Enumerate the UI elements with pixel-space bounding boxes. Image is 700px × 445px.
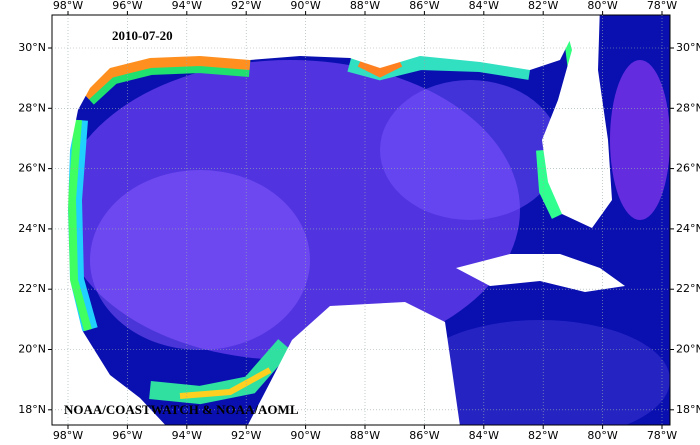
latitude-label-left: 26°N [18, 162, 46, 175]
longitude-label-bottom: 98°W [53, 429, 83, 442]
longitude-label-bottom: 80°W [587, 429, 617, 442]
latitude-label-right: 28°N [676, 101, 700, 114]
latitude-label-left: 28°N [18, 101, 46, 114]
longitude-label-top: 80°W [587, 0, 617, 12]
longitude-label-bottom: 86°W [409, 429, 439, 442]
longitude-label-bottom: 94°W [172, 429, 202, 442]
latitude-label-right: 26°N [676, 162, 700, 175]
credit-label: NOAA/COASTWATCH & NOAA/AOML [64, 402, 299, 417]
latitude-label-right: 22°N [676, 282, 700, 295]
graticule [48, 11, 674, 429]
longitude-label-top: 82°W [528, 0, 558, 12]
longitude-label-top: 88°W [350, 0, 380, 12]
latitude-label-left: 18°N [18, 403, 46, 416]
longitude-label-top: 98°W [53, 0, 83, 12]
longitude-label-top: 94°W [172, 0, 202, 12]
longitude-label-top: 96°W [112, 0, 142, 12]
longitude-label-top: 78°W [647, 0, 677, 12]
satellite-image [52, 15, 670, 425]
longitude-label-top: 92°W [231, 0, 261, 12]
latitude-label-left: 20°N [18, 343, 46, 356]
latitude-label-right: 24°N [676, 222, 700, 235]
latitude-label-right: 18°N [676, 403, 700, 416]
map-frame [51, 14, 671, 426]
date-label: 2010-07-20 [112, 28, 173, 43]
longitude-label-top: 84°W [469, 0, 499, 12]
latitude-label-left: 22°N [18, 282, 46, 295]
longitude-label-bottom: 78°W [647, 429, 677, 442]
longitude-label-top: 90°W [290, 0, 320, 12]
latitude-label-right: 20°N [676, 343, 700, 356]
latitude-label-left: 30°N [18, 41, 46, 54]
longitude-label-bottom: 90°W [290, 429, 320, 442]
latitude-label-left: 24°N [18, 222, 46, 235]
longitude-label-bottom: 82°W [528, 429, 558, 442]
longitude-label-bottom: 96°W [112, 429, 142, 442]
latitude-label-right: 30°N [676, 41, 700, 54]
longitude-label-top: 86°W [409, 0, 439, 12]
longitude-label-bottom: 84°W [469, 429, 499, 442]
longitude-label-bottom: 92°W [231, 429, 261, 442]
longitude-label-bottom: 88°W [350, 429, 380, 442]
